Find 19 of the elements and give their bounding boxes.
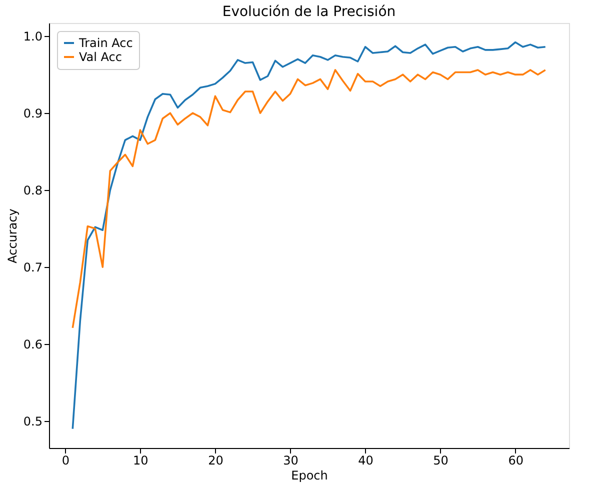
x-tick-label: 10: [133, 454, 148, 468]
y-axis-title: Accuracy: [5, 208, 20, 264]
x-tick-label: 30: [283, 454, 298, 468]
y-tick-label: 0.8: [23, 184, 42, 198]
legend-label: Train Acc: [78, 36, 133, 50]
x-tick-label: 40: [358, 454, 374, 468]
legend-label: Val Acc: [79, 50, 122, 64]
x-tick-label: 0: [62, 454, 70, 468]
y-tick-label: 0.7: [23, 260, 42, 275]
chart-title: Evolución de la Precisión: [222, 4, 396, 20]
x-axis-title: Epoch: [291, 468, 328, 482]
x-tick-label: 20: [208, 454, 224, 468]
y-tick-label: 0.9: [23, 106, 42, 121]
x-tick-label: 60: [508, 454, 524, 468]
x-tick-label: 50: [433, 454, 448, 468]
y-tick-label: 1.0: [23, 30, 42, 44]
y-tick-label: 0.5: [23, 414, 42, 429]
y-tick-label: 0.6: [23, 338, 42, 352]
line-series: [72, 69, 546, 329]
